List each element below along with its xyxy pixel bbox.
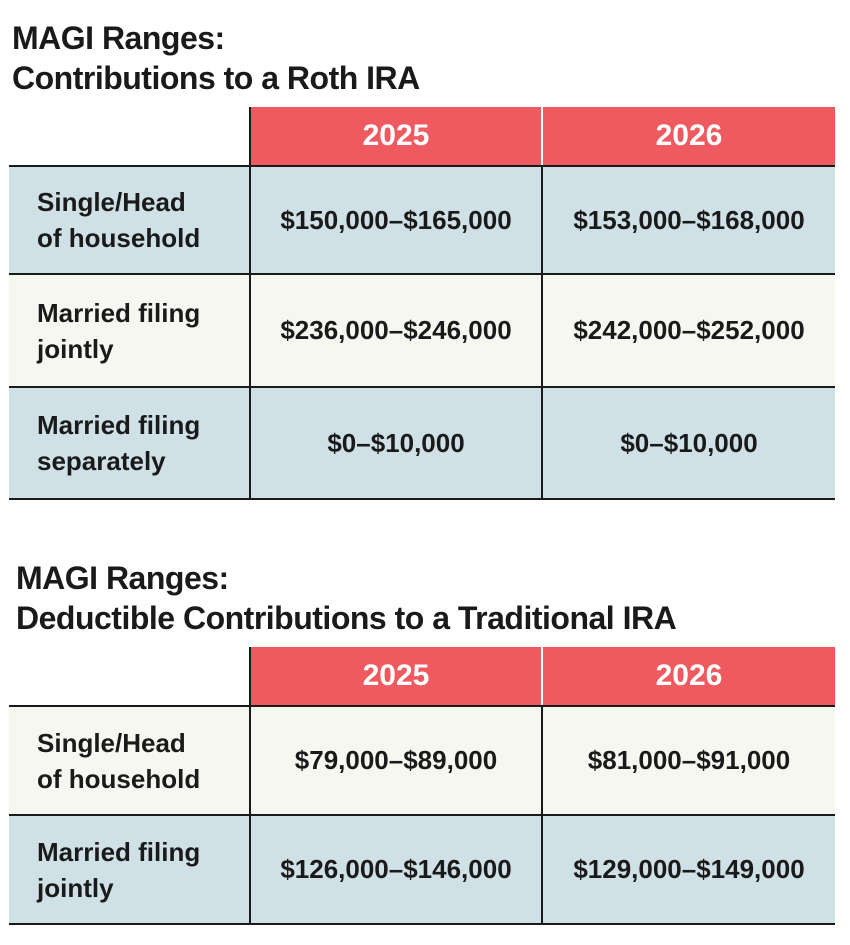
row-label: Married filing jointly: [9, 274, 251, 388]
table-header-row: 2025 2026: [9, 107, 835, 167]
roth-ira-title-line1: MAGI Ranges:: [12, 20, 225, 56]
cell-2026: $0–$10,000: [542, 387, 835, 500]
row-label-line1: Single/Head: [37, 727, 186, 758]
cell-2026: $153,000–$168,000: [542, 166, 835, 275]
row-label: Single/Head of household: [9, 166, 251, 275]
table-row: Married filing separately $0–$10,000 $0–…: [9, 387, 835, 500]
cell-2025: $126,000–$146,000: [250, 815, 543, 925]
roth-ira-title-line2: Contributions to a Roth IRA: [12, 60, 420, 96]
cell-2026: $129,000–$149,000: [542, 815, 835, 925]
cell-2026: $81,000–$91,000: [542, 706, 835, 816]
row-label-line1: Married filing: [37, 297, 201, 328]
header-year-2025: 2025: [249, 647, 542, 707]
header-year-2026: 2026: [541, 647, 835, 707]
row-label: Single/Head of household: [9, 706, 251, 816]
table-row: Married filing jointly $126,000–$146,000…: [9, 815, 835, 925]
table-row: Single/Head of household $79,000–$89,000…: [9, 706, 835, 816]
cell-2025: $236,000–$246,000: [250, 274, 543, 388]
table-row: Single/Head of household $150,000–$165,0…: [9, 166, 835, 275]
header-year-2025: 2025: [249, 107, 542, 167]
roth-ira-title: MAGI Ranges: Contributions to a Roth IRA: [12, 18, 420, 98]
row-label-line2: separately: [37, 446, 166, 476]
header-corner-cell: [9, 647, 251, 707]
table-row: Married filing jointly $236,000–$246,000…: [9, 274, 835, 388]
roth-ira-table: 2025 2026 Single/Head of household $150,…: [9, 107, 835, 500]
cell-2025: $0–$10,000: [250, 387, 543, 500]
traditional-ira-table: 2025 2026 Single/Head of household $79,0…: [9, 647, 835, 925]
header-year-2026: 2026: [541, 107, 835, 167]
row-label: Married filing jointly: [9, 815, 251, 925]
table-header-row: 2025 2026: [9, 647, 835, 707]
traditional-ira-title-line1: MAGI Ranges:: [16, 560, 229, 596]
row-label-line1: Single/Head: [37, 187, 186, 217]
row-label: Married filing separately: [9, 387, 251, 500]
traditional-ira-title-line2: Deductible Contributions to a Traditiona…: [16, 600, 677, 636]
row-label-line1: Married filing: [37, 410, 201, 440]
row-label-line1: Married filing: [37, 836, 201, 867]
cell-2025: $150,000–$165,000: [250, 166, 543, 275]
row-label-line2: of household: [37, 763, 201, 794]
cell-2025: $79,000–$89,000: [250, 706, 543, 816]
cell-2026: $242,000–$252,000: [542, 274, 835, 388]
row-label-line2: jointly: [37, 333, 114, 364]
row-label-line2: of household: [37, 223, 201, 253]
traditional-ira-title: MAGI Ranges: Deductible Contributions to…: [16, 558, 677, 638]
row-label-line2: jointly: [37, 872, 114, 903]
header-corner-cell: [9, 107, 251, 167]
